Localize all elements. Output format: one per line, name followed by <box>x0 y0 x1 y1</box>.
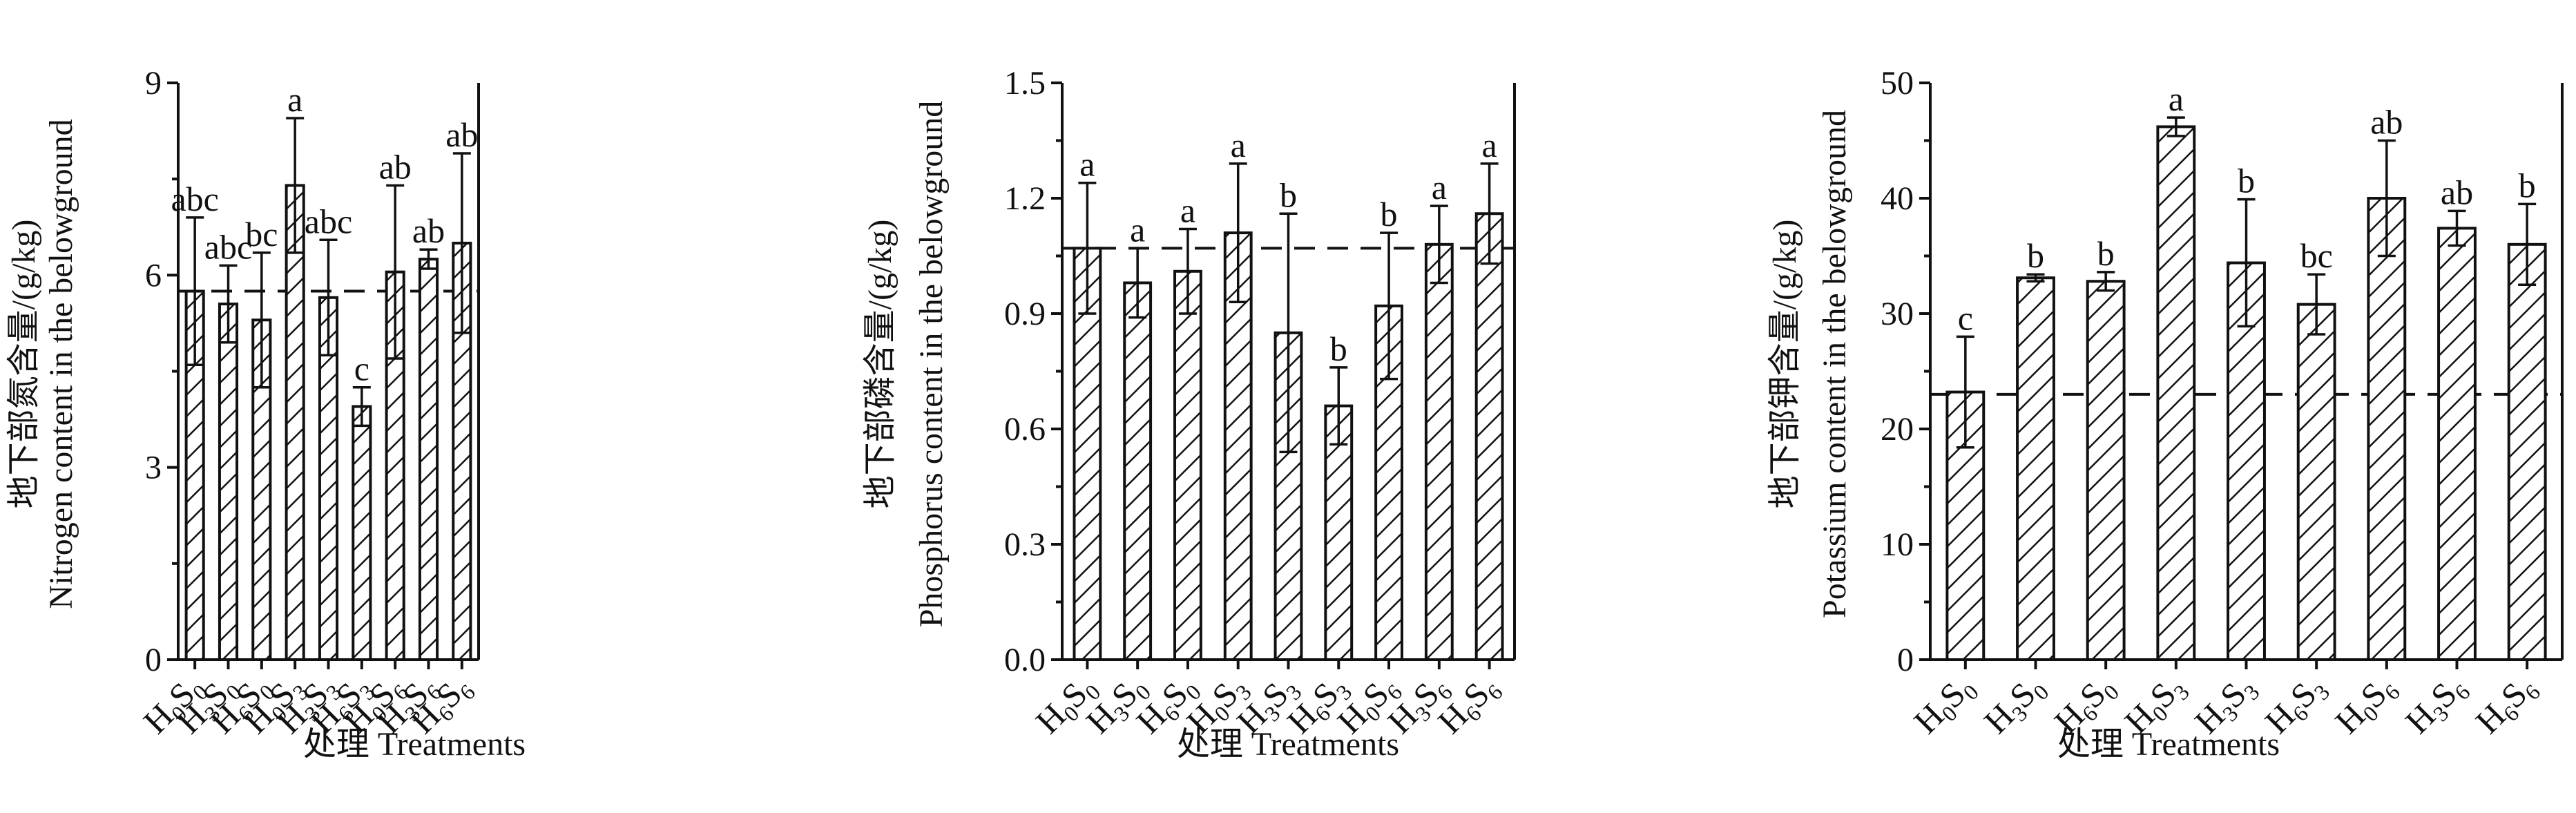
bar <box>285 184 305 661</box>
significance-letter: bc <box>245 215 278 254</box>
bar <box>2296 303 2336 661</box>
y-tick-label: 3 <box>145 450 162 486</box>
bar <box>2507 242 2547 661</box>
bar <box>1123 281 1153 661</box>
y-tick-label: 0.9 <box>1004 296 1046 332</box>
nitrogen-plot-area: abcH0S0abcH3S0bcH6S0aH0S3abcH3S3cH6S3abH… <box>136 65 480 744</box>
x-tick-label: H6S3 <box>302 667 380 744</box>
significance-letter: a <box>1432 168 1447 207</box>
phosphorus-chart: 地下部磷含量/(g/kg) Phosphorus content in the … <box>862 65 1516 763</box>
x-axis-title: 处理 Treatments <box>303 726 526 763</box>
significance-letter: ab <box>379 147 412 186</box>
bar <box>1424 242 1454 661</box>
bar <box>1073 247 1102 662</box>
bar <box>2016 276 2055 662</box>
significance-letter: ab <box>2441 173 2473 211</box>
x-tick-label: H6S0 <box>2047 667 2124 744</box>
y-tick-label: 6 <box>145 257 162 294</box>
significance-letter: ab <box>2370 103 2403 142</box>
bar <box>2227 261 2266 661</box>
y-tick-label: 1.5 <box>1004 65 1046 102</box>
y-axis-label-en: Phosphorus content in the belowground <box>913 101 950 628</box>
significance-letter: abc <box>305 202 352 240</box>
significance-letter: a <box>1180 191 1195 230</box>
y-tick-label: 10 <box>1881 526 1914 563</box>
y-tick-label: 0 <box>1897 642 1914 678</box>
significance-letter: b <box>2519 166 2536 204</box>
potassium-chart: 地下部钾含量/(g/kg) Potassium content in the b… <box>1767 65 2564 763</box>
bar <box>1173 269 1202 661</box>
significance-letter: b <box>2238 162 2255 200</box>
bar <box>2437 227 2477 662</box>
x-axis-title: 处理 Treatments <box>1177 726 1399 763</box>
significance-letter: a <box>1482 126 1497 164</box>
nitrogen-chart: 地下部氮含量/(g/kg) Nitrogen content in the be… <box>6 65 526 763</box>
significance-letter: b <box>1381 195 1398 233</box>
significance-letter: b <box>1330 329 1347 368</box>
y-tick-label: 9 <box>145 65 162 102</box>
bar <box>2156 125 2196 661</box>
y-axis-label-en: Nitrogen content in the belowground <box>43 119 79 609</box>
y-tick-label: 20 <box>1881 411 1914 448</box>
y-tick-label: 50 <box>1881 65 1914 102</box>
phosphorus-plot-area: aH0S0aH3S0aH6S0aH0S3bH3S3bH6S3bH0S6aH3S6… <box>1004 65 1516 744</box>
x-tick-label: H3S0 <box>1977 667 2054 744</box>
y-tick-label: 0.3 <box>1004 526 1046 563</box>
x-tick-label: H6S6 <box>1430 667 1508 744</box>
bar <box>2086 280 2126 661</box>
significance-letter: c <box>354 350 369 388</box>
x-tick-label: H3S6 <box>2398 667 2475 744</box>
y-tick-label: 30 <box>1881 296 1914 332</box>
x-tick-label: H6S6 <box>2468 667 2546 744</box>
y-tick-label: 40 <box>1881 180 1914 217</box>
significance-letter: a <box>1130 210 1145 249</box>
bar <box>352 405 372 661</box>
significance-letter: b <box>1280 175 1297 214</box>
bar <box>218 303 239 662</box>
x-tick-label: H0S0 <box>1906 667 1983 744</box>
significance-letter: a <box>2169 79 2184 118</box>
significance-letter: bc <box>2300 236 2333 275</box>
y-tick-label: 0.0 <box>1004 642 1046 678</box>
y-tick-label: 0.6 <box>1004 411 1046 448</box>
significance-letter: b <box>2027 236 2044 275</box>
x-tick-label: H0S6 <box>2327 667 2405 744</box>
bar <box>1474 212 1504 661</box>
y-axis-label-en: Potassium content in the belowground <box>1816 110 1853 618</box>
y-axis-label-cn: 地下部钾含量/(g/kg) <box>1767 220 1803 509</box>
y-tick-label: 1.2 <box>1004 180 1046 217</box>
bar <box>2367 197 2407 661</box>
significance-letter: c <box>1958 298 1973 337</box>
significance-letter: ab <box>412 211 445 250</box>
y-tick-label: 0 <box>145 642 162 678</box>
significance-letter: a <box>1079 145 1095 184</box>
potassium-plot-area: cH0S0bH3S0bH6S0aH0S3bH3S3bcH6S3abH0S6abH… <box>1881 65 2564 744</box>
bar <box>1324 404 1354 661</box>
x-axis-title: 处理 Treatments <box>2057 726 2280 763</box>
significance-letter: abc <box>204 227 252 266</box>
significance-letter: a <box>287 80 302 119</box>
y-axis-label-cn: 地下部磷含量/(g/kg) <box>862 220 898 509</box>
significance-letter: a <box>1231 126 1246 164</box>
y-axis-label-cn: 地下部氮含量/(g/kg) <box>6 220 42 509</box>
significance-letter: b <box>2097 234 2115 273</box>
significance-letter: ab <box>445 115 478 154</box>
bar <box>418 258 439 661</box>
